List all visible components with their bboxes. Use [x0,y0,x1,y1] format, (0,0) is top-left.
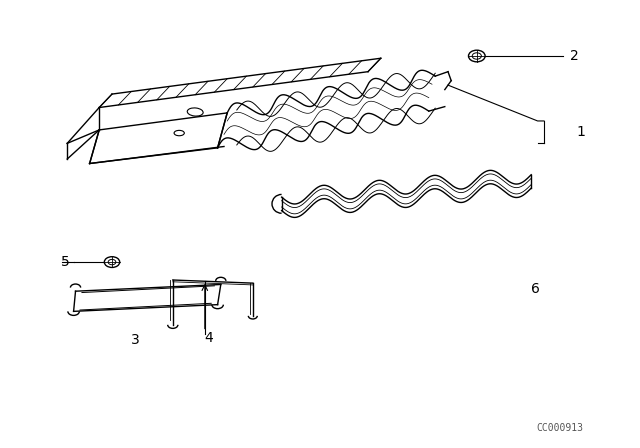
Text: 2: 2 [570,49,579,63]
Text: CC000913: CC000913 [536,423,584,433]
Text: 3: 3 [131,333,140,348]
Text: 6: 6 [531,282,540,296]
Text: 4: 4 [205,331,214,345]
Text: 5: 5 [61,255,70,269]
Text: 1: 1 [576,125,585,139]
